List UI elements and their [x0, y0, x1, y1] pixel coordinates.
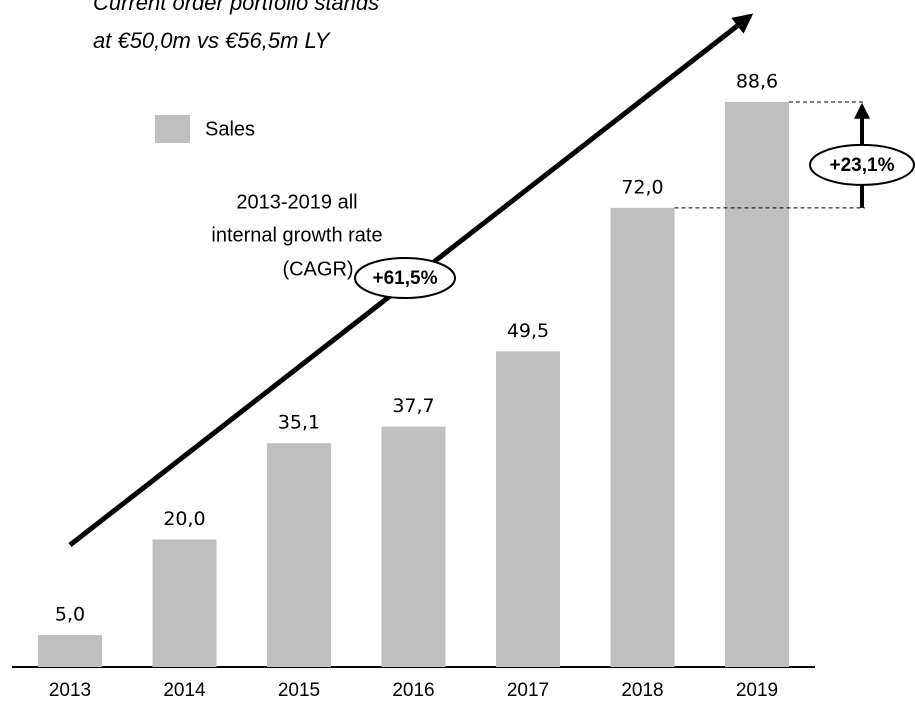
growth-ellipse	[809, 143, 915, 186]
x-tick-label: 2018	[621, 680, 663, 701]
x-tick-label: 2016	[392, 680, 434, 701]
value-label: 20,0	[163, 508, 205, 530]
bar	[152, 539, 217, 667]
title-line: Current order portfolio stands	[93, 0, 379, 15]
x-tick-label: 2014	[163, 680, 206, 701]
value-label: 5,0	[55, 604, 85, 626]
bar	[38, 635, 102, 667]
value-label: 88,6	[736, 70, 778, 92]
bar	[496, 351, 560, 667]
x-tick-label: 2015	[278, 680, 320, 701]
cagr-ellipse	[354, 257, 456, 299]
bar	[381, 426, 446, 667]
value-label: 49,5	[507, 320, 549, 342]
legend-swatch	[155, 115, 190, 143]
title-line: at €50,0m vs €56,5m LY	[93, 28, 331, 53]
x-tick-label: 2017	[507, 680, 549, 701]
legend-label: Sales	[205, 118, 255, 140]
x-tick-label: 2013	[49, 680, 91, 701]
growth-value: +23,1%	[830, 155, 895, 176]
bar	[725, 101, 789, 667]
value-label: 37,7	[392, 395, 434, 417]
bar	[267, 443, 331, 667]
cagr-value: +61,5%	[373, 268, 438, 289]
value-label: 72,0	[621, 176, 663, 198]
value-label: 35,1	[278, 412, 320, 434]
cagr-label: 2013-2019 all	[236, 191, 357, 213]
cagr-label: (CAGR)	[282, 258, 353, 280]
bar	[610, 207, 675, 667]
cagr-label: internal growth rate	[211, 224, 382, 246]
x-tick-label: 2019	[736, 680, 778, 701]
